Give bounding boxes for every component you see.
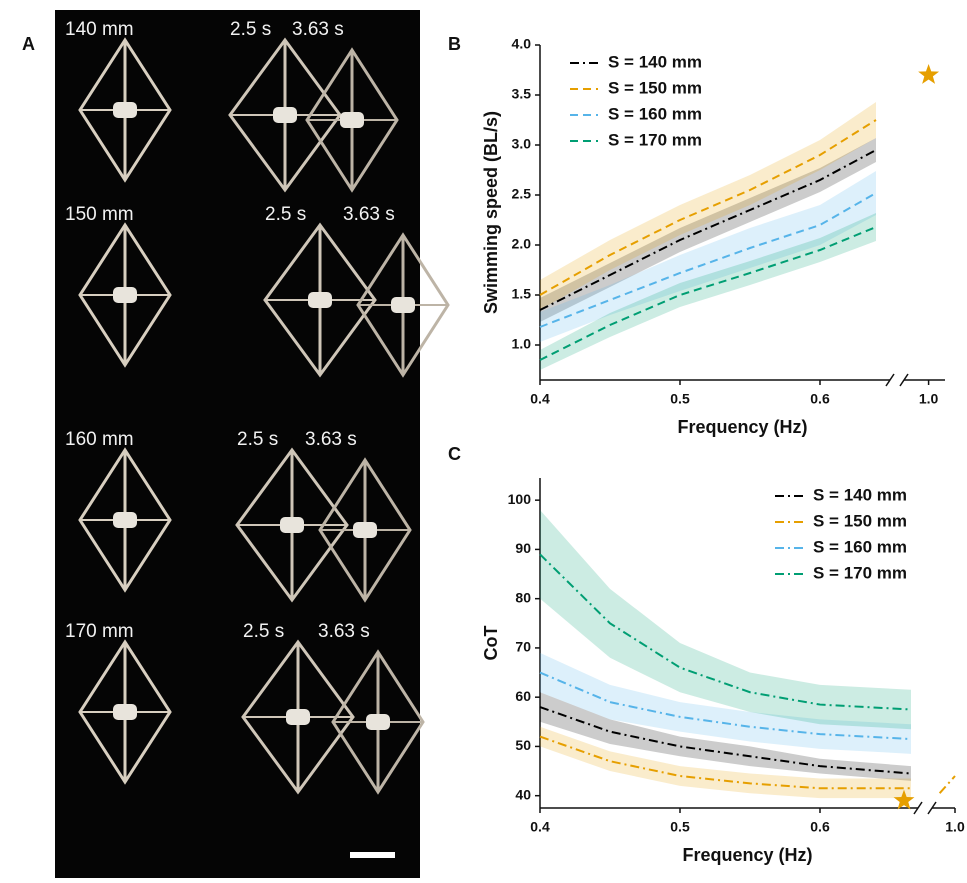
y-tick-label: 2.5 [512,186,532,202]
size-label: 150 mm [65,204,134,225]
time-label: 3.63 s [343,204,395,225]
axis-break [913,801,923,815]
y-tick-label: 2.0 [512,236,532,252]
time-label: 2.5 s [230,19,271,40]
line [539,119,877,296]
error-band [540,138,876,322]
legend-label: S = 160 mm [813,537,907,556]
robot-body [353,522,377,538]
error-band [540,171,876,342]
y-tick-label: 60 [515,688,531,704]
time-label: 2.5 s [237,429,278,450]
photo-panel [55,10,420,878]
legend-label: S = 140 mm [608,52,702,71]
x-tick-label: 0.5 [670,391,690,407]
size-label: 170 mm [65,621,134,642]
robot-body [113,512,137,528]
y-tick-label: 3.5 [512,86,532,102]
star-marker [893,789,915,810]
x-tick-label: 1.0 [945,819,965,835]
robot-body [113,287,137,303]
robot-body [286,709,310,725]
y-tick-label: 1.5 [512,286,532,302]
axis-break [927,801,937,815]
x-tick-label: 1.0 [919,391,939,407]
error-band [540,692,911,781]
robot-body [391,297,415,313]
y-tick-label: 40 [515,786,531,802]
y-tick-label: 1.0 [512,336,532,352]
panel-label: C [448,444,461,464]
star-marker [918,64,940,84]
legend-label: S = 150 mm [608,78,702,97]
x-tick-label: 0.4 [530,819,550,835]
y-tick-label: 50 [515,737,531,753]
robot-body [308,292,332,308]
x-tick-label: 0.4 [530,391,550,407]
robot-body [280,517,304,533]
size-label: 140 mm [65,19,134,40]
legend-label: S = 150 mm [813,511,907,530]
robot-body [113,102,137,118]
size-label: 160 mm [65,429,134,450]
legend-label: S = 170 mm [813,563,907,582]
error-band [540,213,876,370]
line [539,192,877,328]
legend-label: S = 140 mm [813,485,907,504]
y-tick-label: 3.0 [512,136,532,152]
time-label: 3.63 s [292,19,344,40]
y-axis-title: Swimming speed (BL/s) [481,111,501,314]
line [539,226,877,361]
x-tick-label: 0.6 [810,819,830,835]
line [539,149,877,311]
x-axis-title: Frequency (Hz) [682,845,812,865]
panel-label: A [22,34,35,54]
error-band [540,102,876,310]
y-tick-label: 4.0 [512,36,532,52]
panel-label: B [448,34,461,54]
error-band [540,652,911,754]
error-band [540,726,911,799]
line [539,671,912,741]
y-tick-label: 70 [515,639,531,655]
time-label: 3.63 s [318,621,370,642]
axis-break [885,373,895,387]
y-tick-label: 80 [515,589,531,605]
time-label: 2.5 s [265,204,306,225]
scale-bar [350,852,395,858]
axis-break [899,373,909,387]
x-axis-title: Frequency (Hz) [677,417,807,437]
y-tick-label: 100 [508,491,532,507]
robot-body [340,112,364,128]
robot-body [273,107,297,123]
robot-body [366,714,390,730]
y-tick-label: 90 [515,540,531,556]
time-label: 2.5 s [243,621,284,642]
robot-body [113,704,137,720]
line [539,706,912,775]
y-axis-title: CoT [481,626,501,661]
line [539,735,956,794]
legend-label: S = 160 mm [608,104,702,123]
x-tick-label: 0.5 [670,819,690,835]
x-tick-label: 0.6 [810,391,830,407]
legend-label: S = 170 mm [608,130,702,149]
line [539,553,912,711]
time-label: 3.63 s [305,429,357,450]
